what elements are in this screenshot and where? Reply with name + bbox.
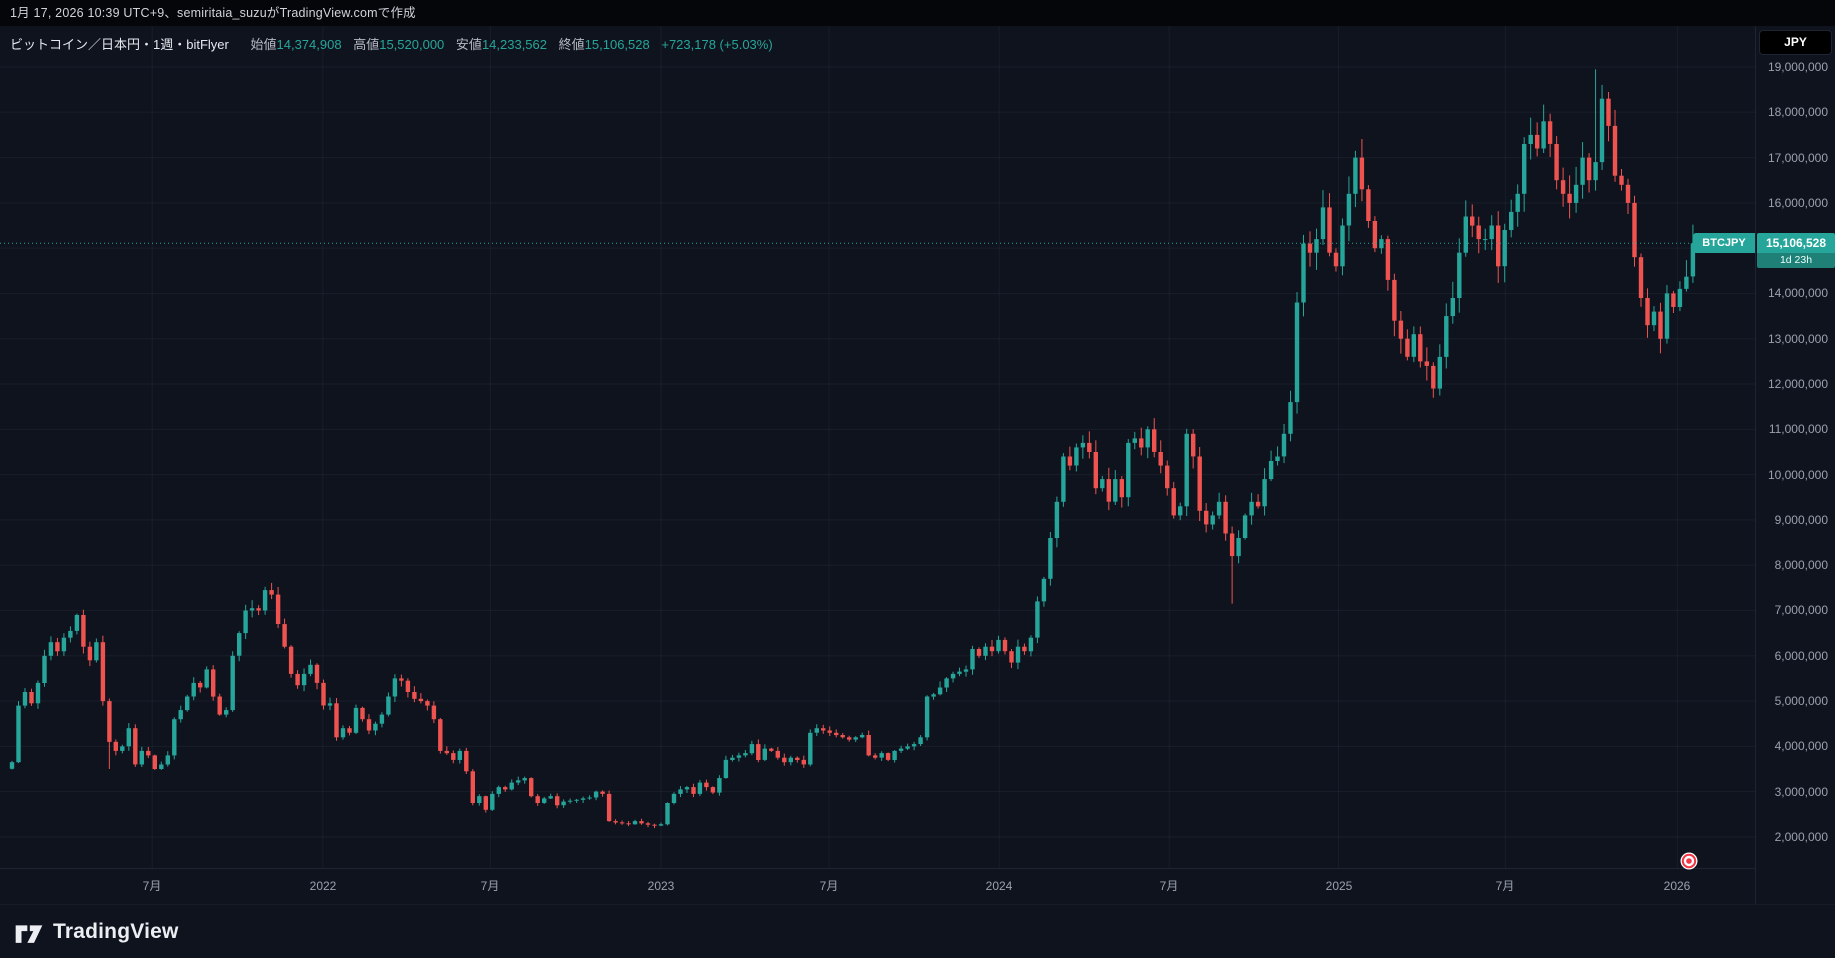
time-tick-label: 2024 xyxy=(985,879,1013,893)
footer-bar: TradingView xyxy=(0,904,1835,958)
close-value: 15,106,528 xyxy=(584,37,650,52)
change-value: +723,178 (+5.03%) xyxy=(661,37,773,52)
current-price-value: 15,106,528 xyxy=(1757,233,1835,253)
price-tick-label: 16,000,000 xyxy=(1767,196,1828,210)
price-tick-label: 14,000,000 xyxy=(1767,286,1828,300)
current-price-badge: 15,106,528 1d 23h xyxy=(1757,233,1835,268)
price-tick-label: 2,000,000 xyxy=(1774,830,1828,844)
price-tick-label: 3,000,000 xyxy=(1774,785,1828,799)
tradingview-wordmark[interactable]: TradingView xyxy=(53,919,179,943)
grid-lines xyxy=(0,26,1755,868)
low-value: 14,233,562 xyxy=(481,37,548,52)
high-label: 高値 xyxy=(353,37,380,52)
price-tick-label: 19,000,000 xyxy=(1767,60,1828,74)
open-label: 始値 xyxy=(250,37,277,52)
time-tick-label: 2026 xyxy=(1663,879,1691,893)
price-tick-label: 11,000,000 xyxy=(1768,422,1828,436)
price-tick-label: 5,000,000 xyxy=(1774,694,1828,708)
record-marker-icon xyxy=(1680,852,1698,870)
candles-group xyxy=(9,69,1696,829)
currency-axis-button[interactable]: JPY xyxy=(1759,30,1832,55)
snapshot-attribution: 1月 17, 2026 10:39 UTC+9、semiritaia_suzuが… xyxy=(10,6,416,20)
bar-countdown: 1d 23h xyxy=(1757,253,1835,268)
time-tick-label: 2022 xyxy=(309,879,337,893)
time-axis[interactable]: 7月 2022 7月 2023 7月 2024 7月 2025 7月 2026 xyxy=(0,868,1755,904)
price-tick-label: 12,000,000 xyxy=(1767,377,1828,391)
price-tick-label: 8,000,000 xyxy=(1774,558,1828,572)
time-tick-label: 7月 xyxy=(142,879,162,893)
candlestick-chart[interactable] xyxy=(0,26,1755,868)
low-label: 安値 xyxy=(455,37,482,52)
symbol-legend: ビットコイン／日本円・1週・bitFlyer 始値14,374,908 高値15… xyxy=(10,34,773,53)
time-tick-label: 7月 xyxy=(1495,879,1515,893)
price-chart[interactable]: ビットコイン／日本円・1週・bitFlyer 始値14,374,908 高値15… xyxy=(0,26,1755,870)
time-tick-label: 7月 xyxy=(819,879,839,893)
price-tick-label: 4,000,000 xyxy=(1774,739,1828,753)
price-tick-label: 10,000,000 xyxy=(1767,468,1828,482)
tradingview-logo-icon[interactable] xyxy=(14,919,44,945)
price-tick-label: 13,000,000 xyxy=(1767,332,1828,346)
high-value: 15,520,000 xyxy=(379,37,445,52)
time-tick-label: 2025 xyxy=(1325,879,1353,893)
symbol-title[interactable]: ビットコイン／日本円・1週・bitFlyer xyxy=(10,37,229,52)
time-tick-label: 2023 xyxy=(647,879,675,893)
snapshot-header: 1月 17, 2026 10:39 UTC+9、semiritaia_suzuが… xyxy=(0,0,1835,26)
price-tick-label: 17,000,000 xyxy=(1767,151,1828,165)
price-tick-label: 6,000,000 xyxy=(1774,649,1828,663)
open-value: 14,374,908 xyxy=(276,37,342,52)
price-tick-label: 7,000,000 xyxy=(1774,603,1828,617)
symbol-price-label: BTCJPY xyxy=(1693,233,1755,253)
chart-region: ビットコイン／日本円・1週・bitFlyer 始値14,374,908 高値15… xyxy=(0,26,1835,904)
price-axis[interactable]: JPY 19,000,000 18,000,000 17,000,000 16,000… xyxy=(1755,26,1835,904)
price-tick-label: 9,000,000 xyxy=(1774,513,1828,527)
close-label: 終値 xyxy=(558,37,585,52)
time-tick-label: 7月 xyxy=(1159,879,1179,893)
time-tick-label: 7月 xyxy=(480,879,500,893)
price-tick-label: 18,000,000 xyxy=(1767,105,1828,119)
